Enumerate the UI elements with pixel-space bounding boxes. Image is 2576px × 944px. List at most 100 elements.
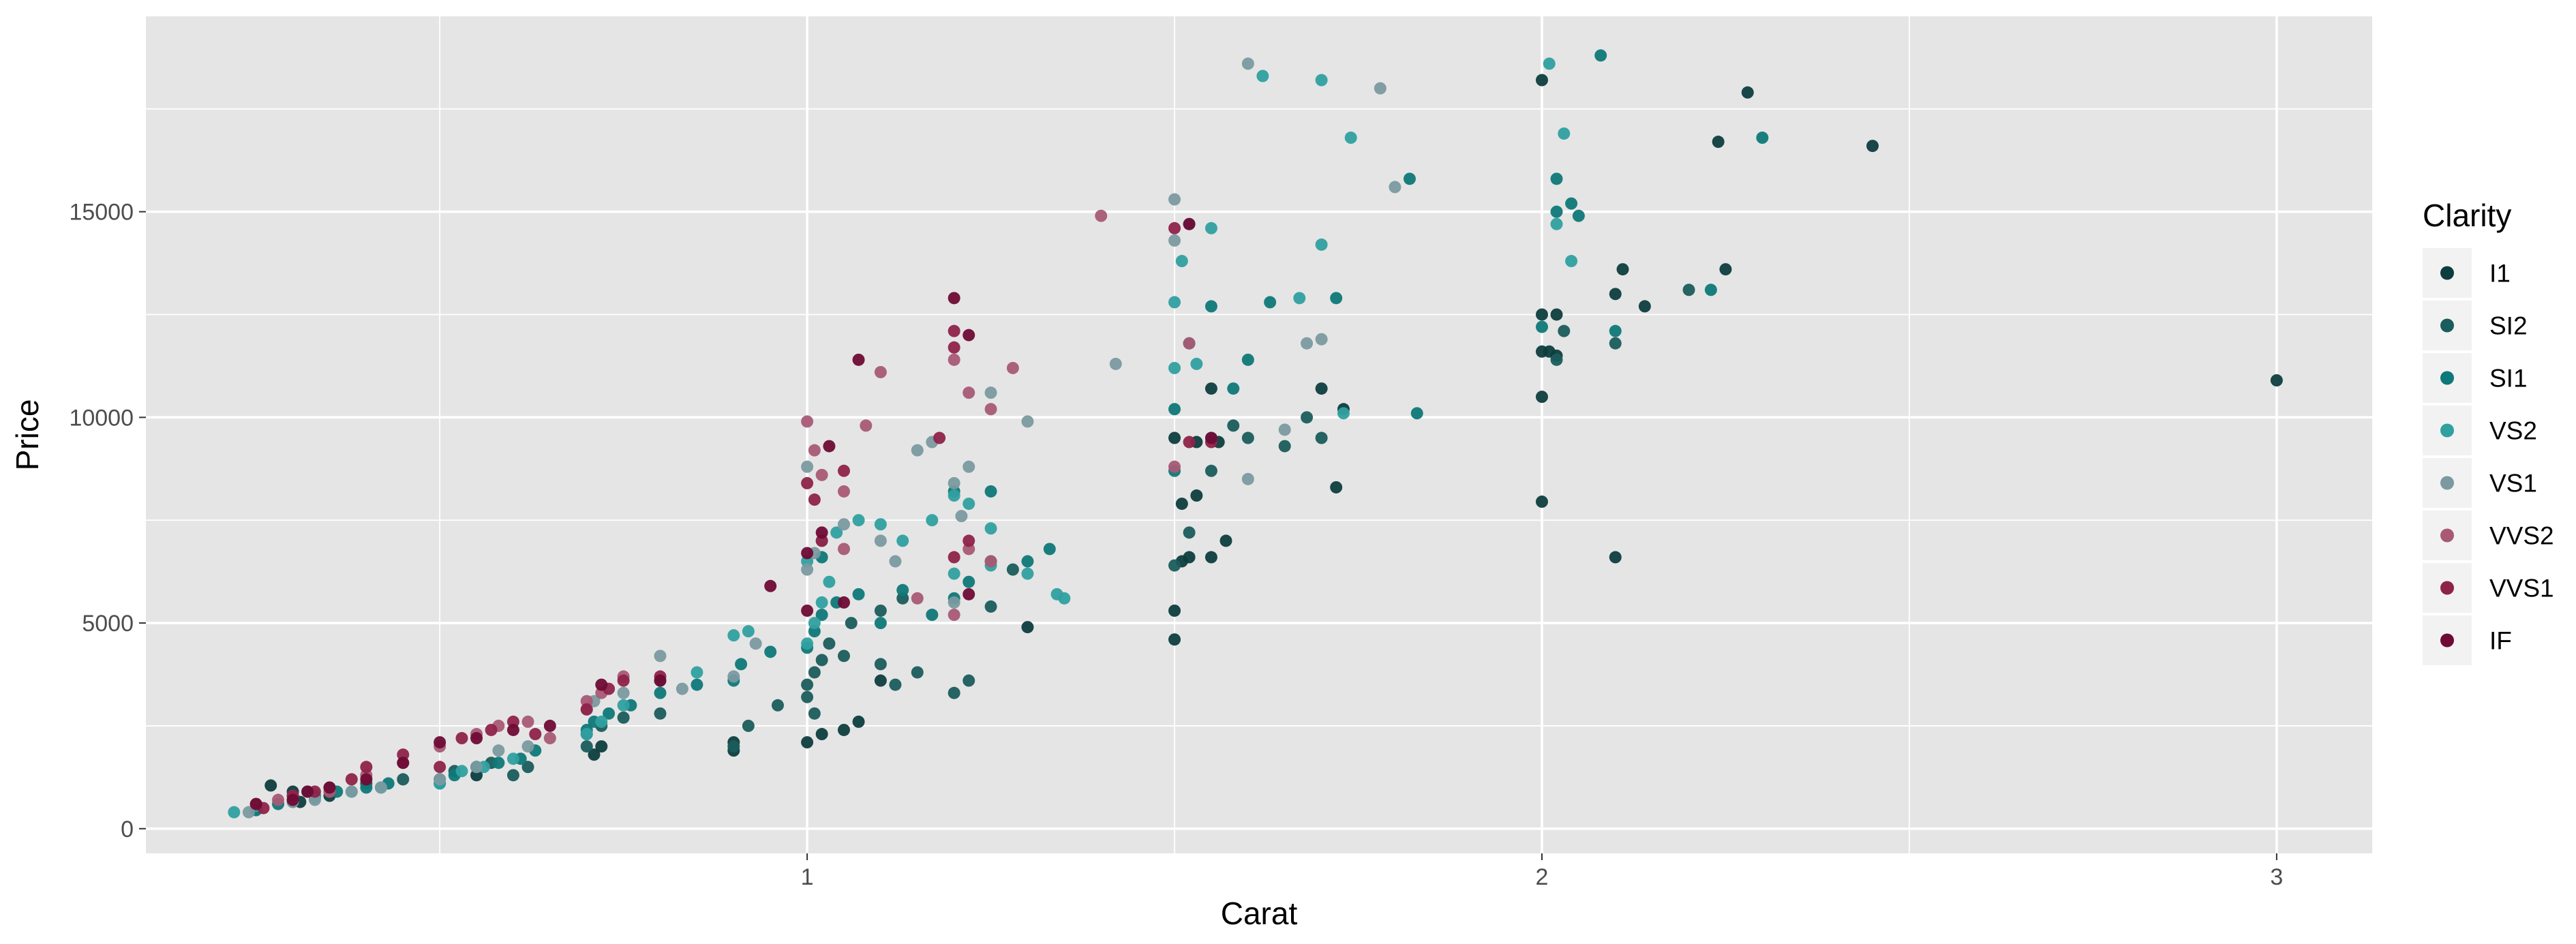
point-vs1-21 <box>889 555 902 568</box>
point-if-12 <box>764 579 777 592</box>
point-vs1-4 <box>374 781 387 794</box>
point-si2-29 <box>963 674 975 687</box>
point-i1-27 <box>1712 136 1725 149</box>
point-vvs1-8 <box>485 723 498 736</box>
point-if-9 <box>543 719 556 732</box>
point-i1-24 <box>1616 263 1629 276</box>
point-si2-47 <box>984 600 997 613</box>
point-si1-48 <box>1609 324 1622 337</box>
legend-title: Clarity <box>2423 198 2511 233</box>
point-vvs1-21 <box>933 431 946 444</box>
point-vvs2-30 <box>1183 337 1196 350</box>
point-vvs1-7 <box>455 732 468 745</box>
point-si1-10 <box>492 757 505 770</box>
x-tick-label-0: 1 <box>801 864 814 890</box>
point-vs1-8 <box>521 740 534 753</box>
point-if-4 <box>360 773 373 786</box>
point-si2-37 <box>1204 464 1217 477</box>
point-vs1-26 <box>1021 415 1034 428</box>
point-si2-24 <box>837 650 850 663</box>
point-si2-12 <box>580 740 593 753</box>
point-i1-41 <box>595 740 608 753</box>
point-vs2-10 <box>580 728 593 741</box>
y-tick-label-1: 5000 <box>82 611 134 637</box>
point-vvs2-27 <box>837 543 850 555</box>
point-vs1-33 <box>1315 333 1328 346</box>
point-si1-29 <box>926 609 939 622</box>
point-si2-42 <box>1558 324 1571 337</box>
point-vs1-14 <box>727 670 740 683</box>
point-vs2-27 <box>926 514 939 527</box>
point-i1-28 <box>1741 86 1754 99</box>
point-vs1-38 <box>801 460 814 473</box>
point-vs1-13 <box>676 682 688 695</box>
point-si2-30 <box>808 707 821 720</box>
point-i1-5 <box>1219 534 1232 547</box>
point-i1-11 <box>1204 382 1217 395</box>
point-vs2-23 <box>830 526 843 539</box>
point-si2-41 <box>1301 411 1314 424</box>
point-vs2-20 <box>823 575 836 588</box>
point-vs2-14 <box>691 666 703 679</box>
point-si2-23 <box>823 637 836 650</box>
point-si1-18 <box>691 678 703 691</box>
point-if-3 <box>323 781 336 794</box>
point-i1-36 <box>852 715 865 728</box>
point-vs2-36 <box>1204 222 1217 234</box>
point-si1-21 <box>764 645 777 658</box>
point-vs1-19 <box>837 518 850 531</box>
point-si1-38 <box>1204 300 1217 313</box>
point-i1-32 <box>1021 621 1034 634</box>
point-vs1-25 <box>984 386 997 399</box>
point-vs2-38 <box>1190 357 1203 370</box>
point-si1-31 <box>963 575 975 588</box>
plot-panel <box>146 16 2372 853</box>
point-i1-23 <box>1609 288 1622 301</box>
point-vvs2-10 <box>543 732 556 745</box>
point-vvs1-16 <box>808 493 821 506</box>
point-vs1-24 <box>963 460 975 473</box>
legend-label-vs2: VS2 <box>2489 417 2537 445</box>
point-if-22 <box>801 604 814 617</box>
point-si2-32 <box>845 617 858 630</box>
point-i1-17 <box>1535 391 1548 404</box>
point-if-0 <box>249 797 262 810</box>
point-i1-16 <box>1609 551 1622 564</box>
point-i1-3 <box>1183 551 1196 564</box>
point-si2-25 <box>874 658 887 671</box>
point-vvs2-1 <box>272 793 285 806</box>
y-tick-label-2: 10000 <box>69 405 134 431</box>
point-if-8 <box>506 723 519 736</box>
point-vs2-44 <box>1293 292 1306 305</box>
point-i1-6 <box>1175 498 1188 511</box>
point-i1-15 <box>1535 496 1548 508</box>
point-vs2-25 <box>874 518 887 531</box>
point-vs2-42 <box>1344 132 1357 144</box>
legend-label-i1: I1 <box>2489 260 2511 288</box>
point-i1-31 <box>2270 374 2283 387</box>
point-i1-4 <box>1204 551 1217 564</box>
legend-swatch-i1 <box>2440 266 2454 280</box>
grid-lines <box>146 16 2372 853</box>
point-si2-10 <box>521 761 534 774</box>
data-points <box>228 49 2283 819</box>
point-vs2-49 <box>1543 57 1556 70</box>
point-vvs1-15 <box>801 476 814 489</box>
point-vs2-32 <box>1058 592 1071 605</box>
point-vs1-7 <box>492 744 505 757</box>
point-vs1-29 <box>1241 57 1254 70</box>
point-vs2-51 <box>963 498 975 511</box>
x-tick-label-2: 3 <box>2270 864 2283 890</box>
point-vs1-5 <box>434 773 446 786</box>
point-vvs2-16 <box>815 468 828 481</box>
point-if-11 <box>654 674 667 687</box>
point-vs2-12 <box>617 699 630 712</box>
point-vs1-32 <box>1301 337 1314 350</box>
point-si1-34 <box>1043 543 1056 555</box>
point-if-2 <box>301 785 314 798</box>
point-vs2-0 <box>228 806 241 819</box>
point-vs2-9 <box>506 752 519 765</box>
point-vvs1-24 <box>1168 222 1181 234</box>
legend-swatch-vvs1 <box>2440 581 2454 595</box>
point-i1-40 <box>588 748 601 761</box>
